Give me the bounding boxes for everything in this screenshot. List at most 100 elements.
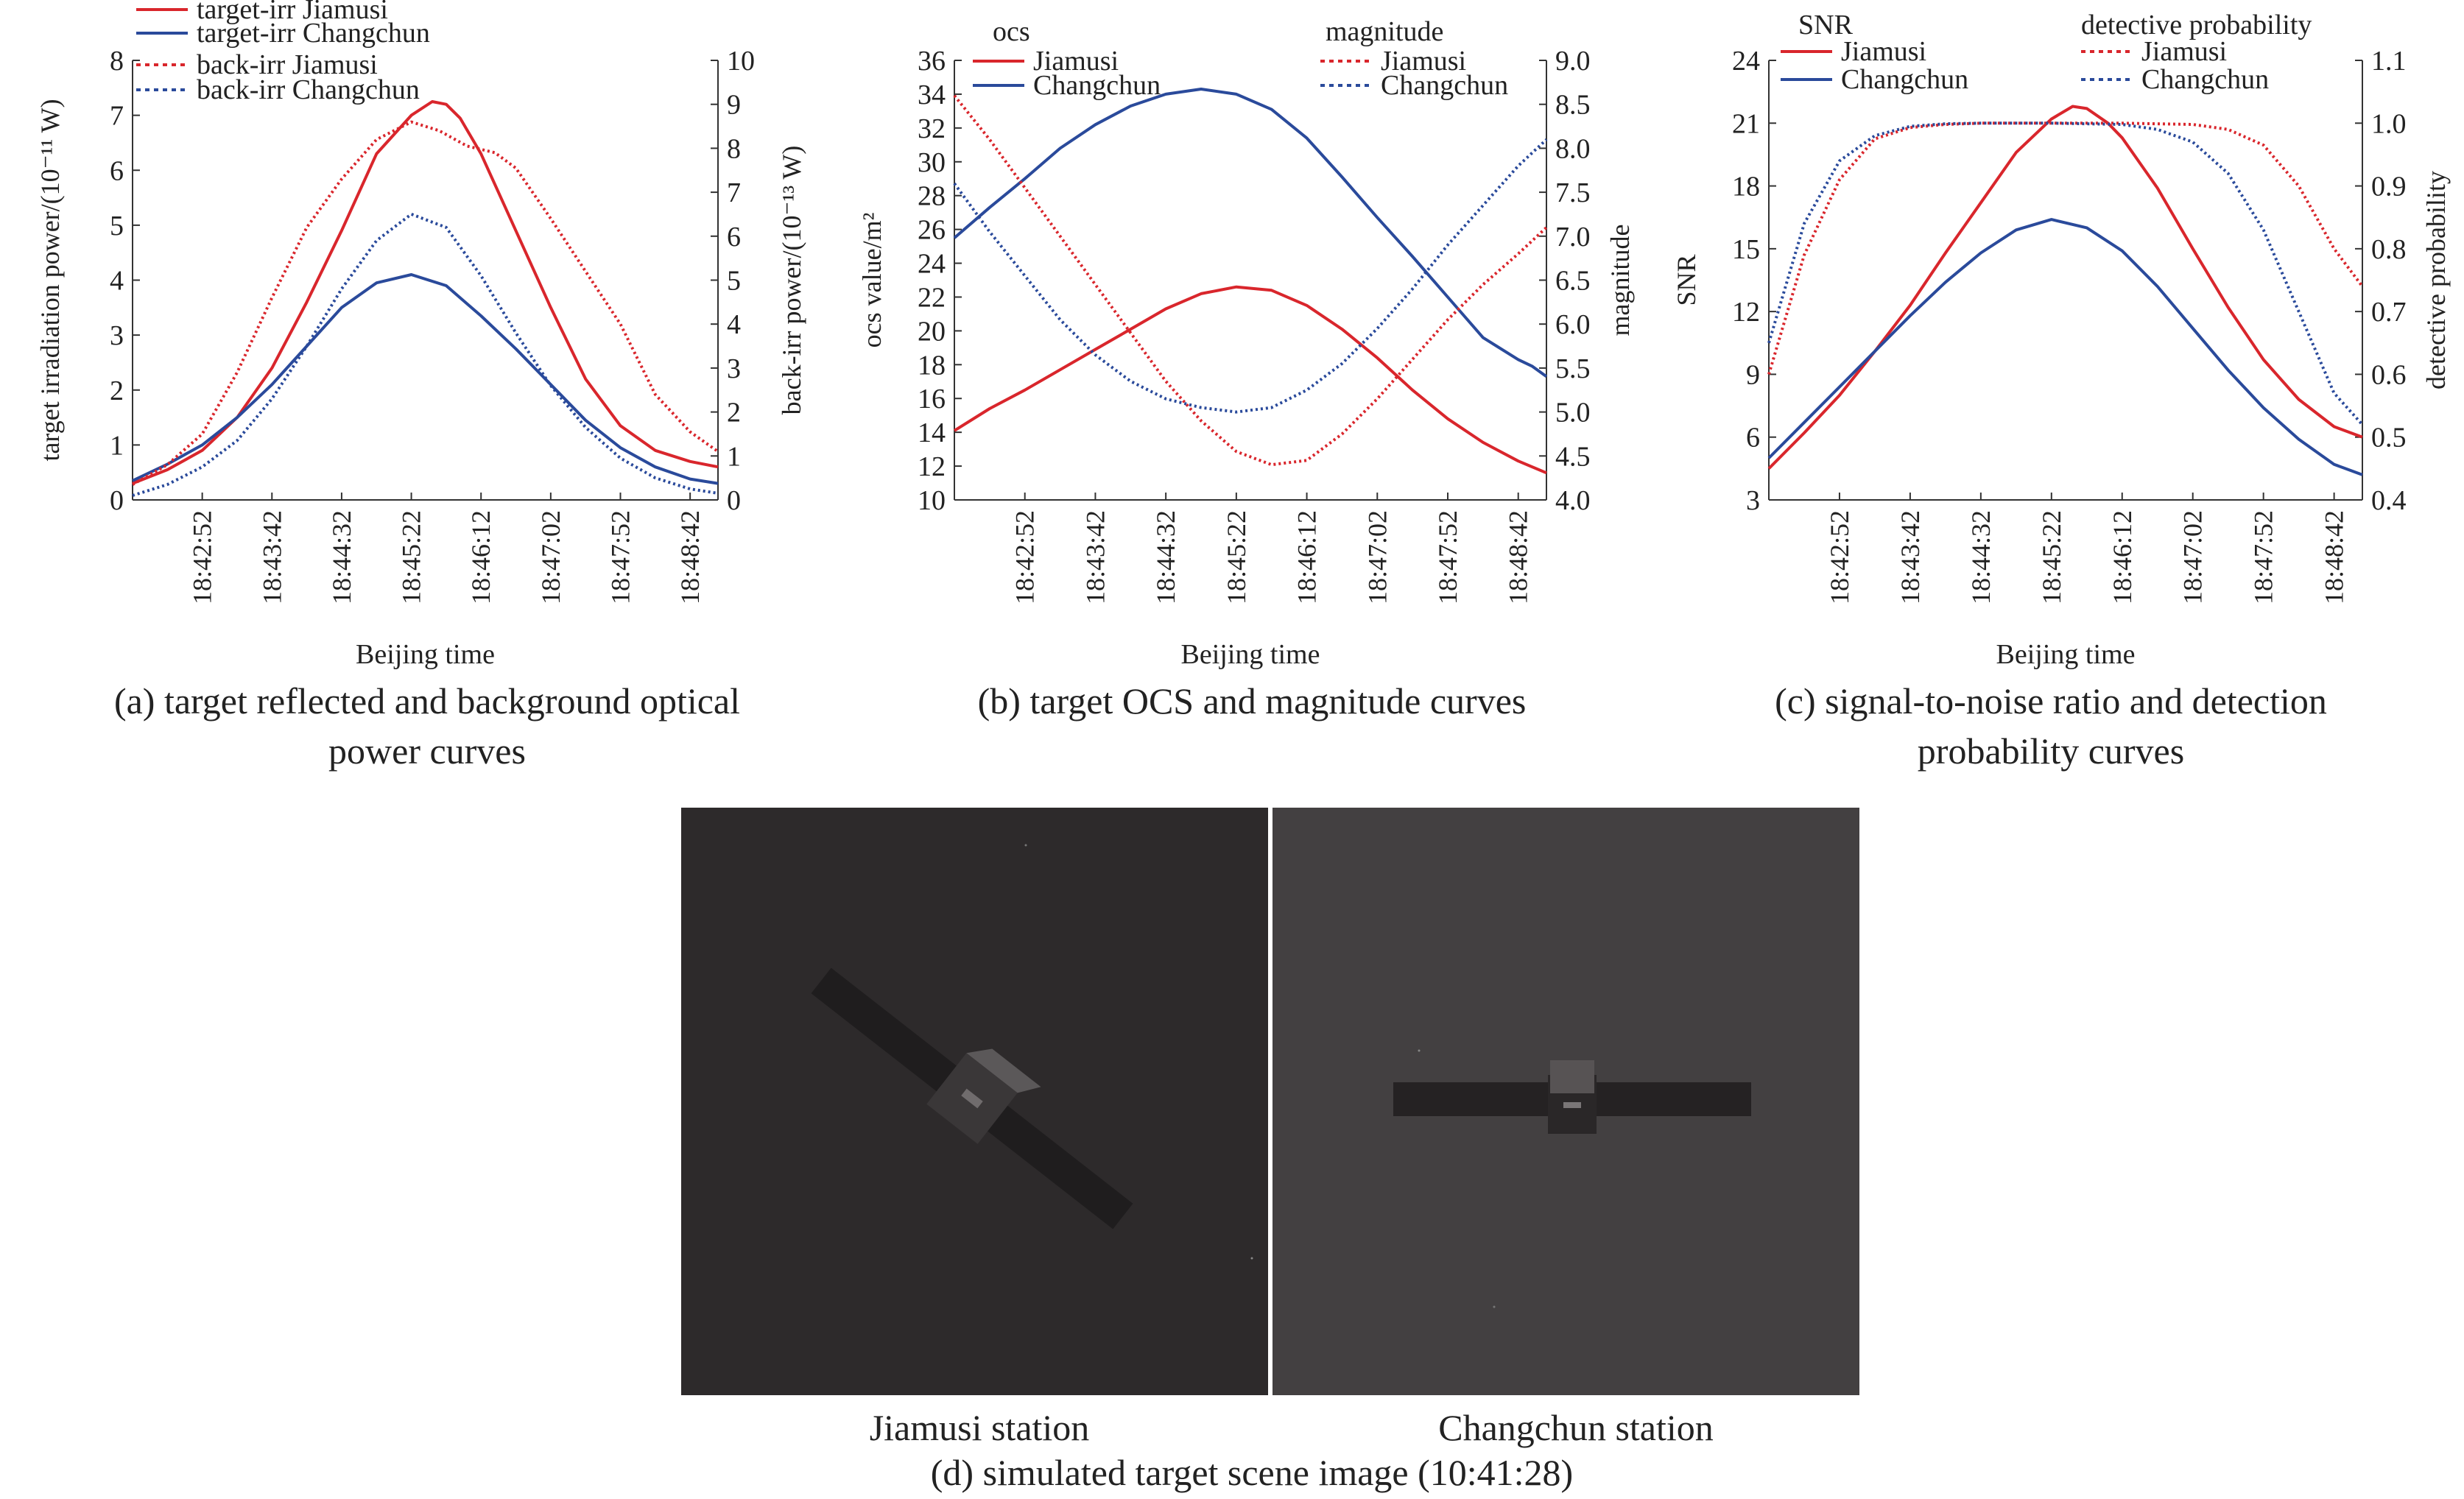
y-tick-label-right: 7: [727, 177, 741, 208]
legend-label: Changchun: [1381, 70, 1508, 101]
x-tick-label: 18:42:52: [1825, 510, 1854, 604]
y-tick-label-left: 3: [110, 320, 124, 351]
x-axis-label: Beijing time: [356, 639, 495, 670]
x-tick-label: 18:44:32: [327, 510, 356, 604]
chart-c: 3 6 9 12 15 18 21 24 0.4 0.5 0.6 0.7 0.8 0.9 1.0 1.1 18:…: [1672, 10, 2451, 670]
x-tick-label: 18:47:02: [2178, 510, 2208, 604]
x-tick-label: 18:43:42: [1895, 510, 1925, 604]
y-tick-label-left: 12: [918, 451, 946, 482]
y-tick-label-right: 4: [727, 309, 741, 340]
x-tick-label: 18:46:12: [1292, 510, 1322, 604]
y-tick-label-right: 1.0: [2371, 108, 2407, 139]
y-tick-label-left: 16: [918, 384, 946, 415]
x-tick-label: 18:47:02: [1362, 510, 1392, 604]
legend-label: Jiamusi: [1381, 46, 1466, 77]
y-tick-label-left: 4: [110, 266, 124, 297]
y-tick-label-left: 18: [1732, 172, 1760, 202]
legend-label: back-irr Jiamusi: [197, 49, 378, 80]
y-tick-label-left: 6: [110, 155, 124, 186]
caption-c: (c) signal-to-noise ratio and detection …: [1775, 680, 2327, 772]
y-tick-label-right: 0.5: [2371, 423, 2407, 454]
y-tick-label-left: 14: [918, 417, 946, 448]
y-tick-label-left: 28: [918, 181, 946, 212]
y-tick-label-left: 24: [1732, 46, 1760, 77]
legend-label: Changchun: [1841, 64, 1968, 95]
x-tick-label: 18:47:02: [536, 510, 566, 604]
y-tick-label-left: 8: [110, 46, 124, 77]
y-axis-label-right: detective probability: [2421, 171, 2451, 389]
y-tick-label-left: 12: [1732, 297, 1760, 328]
y-tick-label-right: 2: [727, 398, 741, 428]
y-tick-label-left: 15: [1732, 234, 1760, 265]
y-tick-label-left: 5: [110, 211, 124, 241]
x-tick-label: 18:47:52: [1433, 510, 1462, 604]
star-point: [1250, 1257, 1253, 1260]
y-tick-label-left: 6: [1746, 423, 1760, 454]
y-tick-label-right: 8.5: [1555, 90, 1591, 121]
y-axis-label-left: target irradiation power/(10⁻¹¹ W): [35, 99, 65, 461]
legend-title: detective probability: [2081, 10, 2312, 40]
y-tick-label-right: 0.4: [2371, 485, 2407, 516]
y-tick-label-right: 0.9: [2371, 172, 2407, 202]
y-tick-label-right: 9: [727, 90, 741, 121]
y-tick-label-left: 30: [918, 147, 946, 178]
legend-title: SNR: [1798, 10, 1854, 40]
y-tick-label-right: 8.0: [1555, 133, 1591, 164]
scene-image: [681, 808, 1859, 1395]
y-tick-label-left: 20: [918, 316, 946, 347]
y-tick-label-right: 10: [727, 46, 755, 77]
legend-label: Jiamusi: [1033, 46, 1119, 77]
y-tick-label-right: 0.8: [2371, 234, 2407, 265]
x-tick-label: 18:46:12: [2108, 510, 2137, 604]
y-tick-label-right: 7.5: [1555, 177, 1591, 208]
y-tick-label-left: 21: [1732, 108, 1760, 139]
y-tick-label-left: 1: [110, 430, 124, 461]
x-tick-label: 18:45:22: [1222, 510, 1251, 604]
y-tick-label-left: 26: [918, 215, 946, 246]
changchun-station-label: Changchun station: [1438, 1407, 1714, 1448]
series-line-jiamusi: [953, 285, 1547, 475]
legend-label: Jiamusi: [2141, 36, 2227, 67]
x-tick-label: 18:42:52: [1010, 510, 1040, 604]
y-tick-label-right: 0: [727, 485, 741, 516]
y-tick-label-right: 4.5: [1555, 441, 1591, 472]
y-tick-label-right: 7.0: [1555, 222, 1591, 253]
y-axis-label-right: back-irr power/(10⁻¹³ W): [777, 146, 806, 415]
x-axis-label: Beijing time: [1181, 639, 1320, 670]
series-line-changchun: [1767, 218, 2363, 476]
caption-a: (a) target reflected and background opti…: [113, 680, 741, 772]
y-tick-label-right: 4.0: [1555, 485, 1591, 516]
x-tick-label: 18:48:42: [1504, 510, 1533, 604]
legend-label: Jiamusi: [1841, 36, 1926, 67]
y-tick-label-left: 9: [1746, 359, 1760, 390]
y-tick-label-right: 6: [727, 222, 741, 253]
y-tick-label-right: 8: [727, 133, 741, 164]
legend-title: ocs: [993, 16, 1030, 47]
jiamusi-station-label: Jiamusi station: [869, 1407, 1090, 1448]
x-tick-label: 18:47:52: [2249, 510, 2278, 604]
y-tick-label-left: 22: [918, 282, 946, 313]
series-line-target-irr-changchun: [132, 273, 719, 485]
y-tick-label-left: 24: [918, 249, 946, 280]
x-axis-label: Beijing time: [1996, 639, 2136, 670]
x-tick-label: 18:44:32: [1151, 510, 1180, 604]
legend-label: Changchun: [2141, 64, 2269, 95]
y-tick-label-right: 5: [727, 266, 741, 297]
jiamusi-satellite-model: [811, 967, 1133, 1230]
y-tick-label-right: 1.1: [2371, 46, 2407, 77]
y-axis-label-right: magnitude: [1605, 225, 1635, 336]
y-tick-label-right: 0.6: [2371, 359, 2407, 390]
y-tick-label-left: 0: [110, 485, 124, 516]
y-tick-label-left: 2: [110, 375, 124, 406]
chart-a: 0 1 2 3 4 5 6 7 8 0 1 2 3 4 5 6 7 8 9 10 18:42:52 18:43:42 18:…: [35, 0, 806, 670]
x-tick-label: 18:43:42: [257, 510, 286, 604]
y-tick-label-left: 7: [110, 101, 124, 132]
x-tick-label: 18:45:22: [2037, 510, 2066, 604]
x-tick-label: 18:46:12: [466, 510, 496, 604]
y-tick-label-right: 5.0: [1555, 398, 1591, 428]
x-tick-label: 18:44:32: [1966, 510, 1996, 604]
star-point: [1493, 1305, 1496, 1308]
y-tick-label-right: 0.7: [2371, 297, 2407, 328]
legend-label: target-irr Changchun: [197, 18, 430, 49]
